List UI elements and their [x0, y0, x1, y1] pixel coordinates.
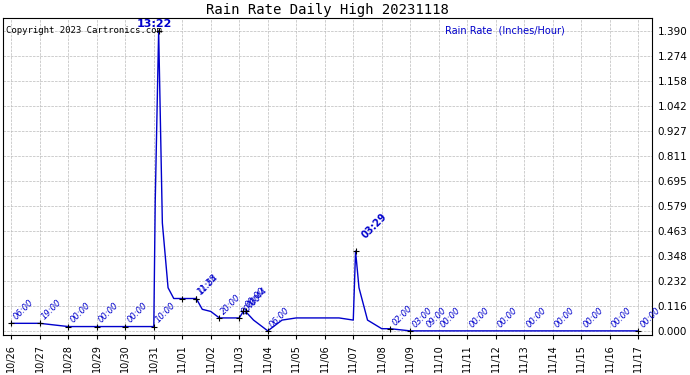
Text: 00:00: 00:00: [244, 286, 267, 310]
Text: 00:00: 00:00: [610, 306, 633, 329]
Text: 00:00: 00:00: [581, 306, 605, 329]
Text: 13:22: 13:22: [137, 19, 172, 29]
Text: 00:00: 00:00: [68, 301, 92, 325]
Text: 00:00: 00:00: [239, 292, 263, 316]
Text: 06:00: 06:00: [268, 306, 291, 329]
Text: Rain Rate  (Inches/Hour): Rain Rate (Inches/Hour): [444, 26, 564, 36]
Text: 19:00: 19:00: [40, 298, 63, 322]
Text: 11:54: 11:54: [196, 273, 220, 297]
Text: 00:00: 00:00: [467, 306, 491, 329]
Text: 20:00: 20:00: [219, 292, 243, 316]
Text: 00:00: 00:00: [126, 301, 149, 325]
Text: 03:29: 03:29: [359, 211, 389, 240]
Text: 00:00: 00:00: [553, 306, 576, 329]
Text: 11:25: 11:25: [196, 273, 219, 297]
Text: 02:00: 02:00: [391, 303, 414, 327]
Text: 03:44: 03:44: [246, 286, 269, 310]
Text: 00:00: 00:00: [638, 306, 662, 329]
Title: Rain Rate Daily High 20231118: Rain Rate Daily High 20231118: [206, 3, 449, 17]
Text: 03:00: 03:00: [411, 306, 434, 329]
Text: 00:00: 00:00: [495, 306, 520, 329]
Text: 10:00: 10:00: [154, 301, 177, 325]
Text: 09:00: 09:00: [424, 306, 448, 329]
Text: 00:00: 00:00: [439, 306, 462, 329]
Text: 00:00: 00:00: [524, 306, 548, 329]
Text: Copyright 2023 Cartronics.com: Copyright 2023 Cartronics.com: [6, 26, 162, 35]
Text: 00:00: 00:00: [97, 301, 121, 325]
Text: 06:00: 06:00: [11, 298, 35, 322]
